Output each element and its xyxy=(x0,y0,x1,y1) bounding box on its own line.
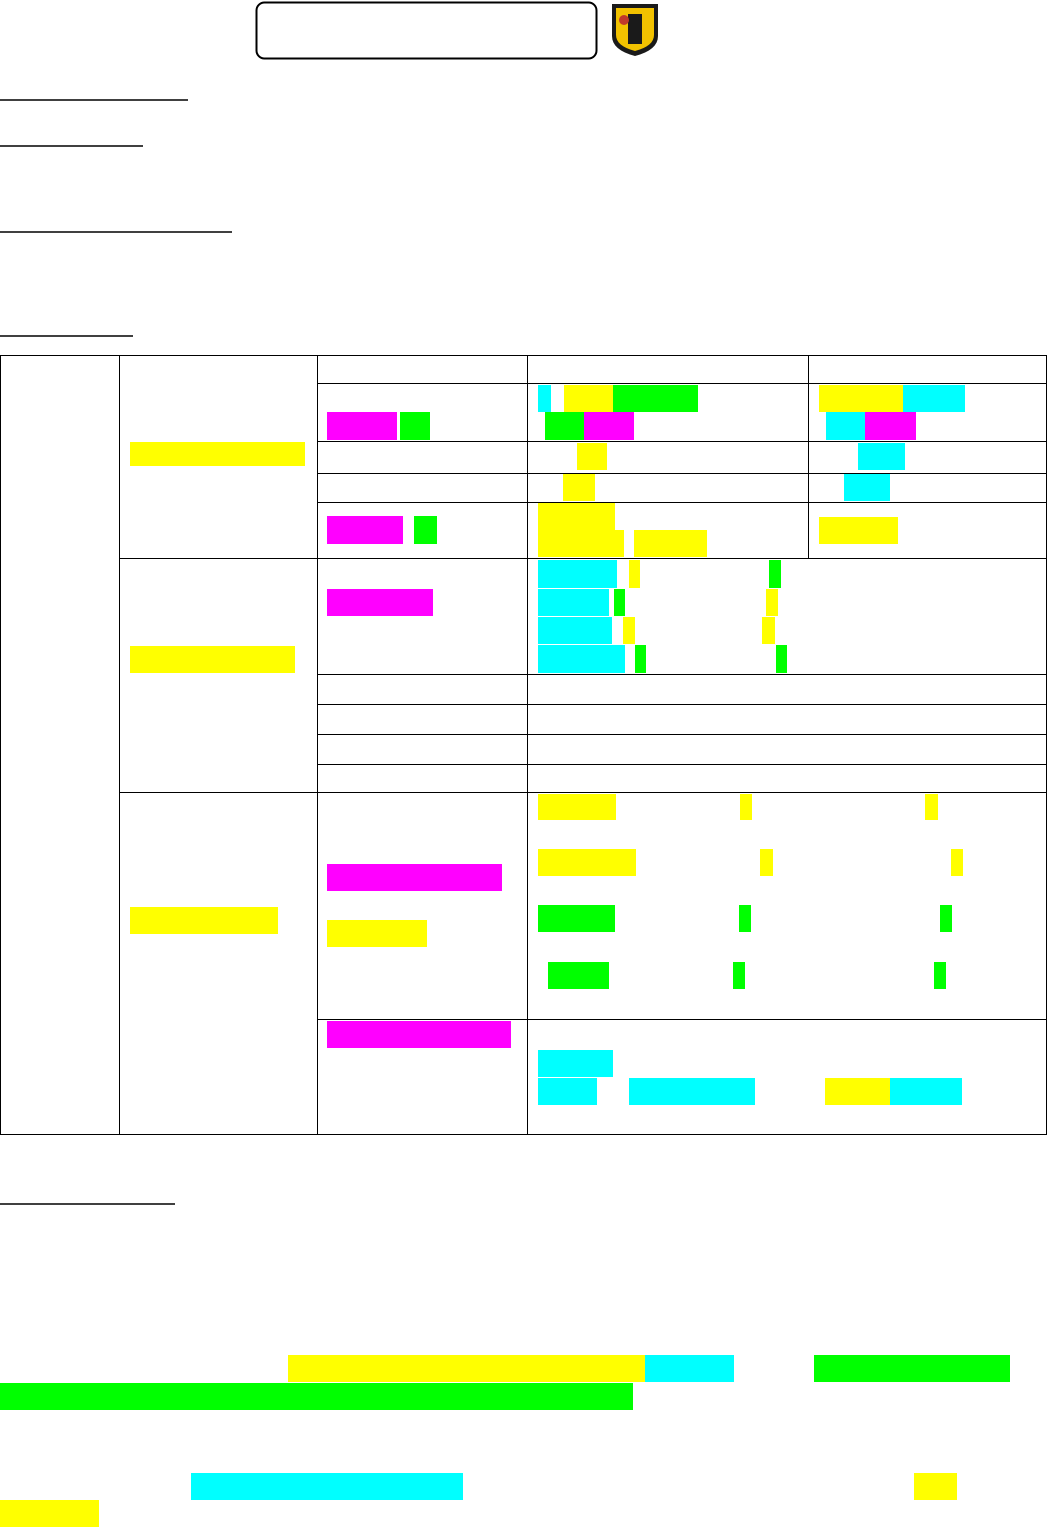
highlight xyxy=(0,1383,633,1410)
highlight xyxy=(914,1473,957,1500)
highlight xyxy=(538,905,615,932)
highlight xyxy=(760,849,773,876)
highlight xyxy=(327,516,403,544)
highlight xyxy=(629,1078,755,1105)
highlight xyxy=(327,1021,511,1048)
heading-underlines xyxy=(0,99,232,1205)
highlight xyxy=(819,517,898,544)
header-box xyxy=(255,1,598,60)
highlight xyxy=(739,905,751,932)
highlight xyxy=(858,443,905,470)
highlight xyxy=(400,412,430,440)
highlight xyxy=(538,794,616,820)
highlight xyxy=(538,385,551,412)
highlight xyxy=(327,412,397,440)
highlight xyxy=(130,442,305,466)
highlight xyxy=(577,443,607,470)
highlight xyxy=(191,1473,463,1500)
highlight xyxy=(934,962,946,989)
highlight xyxy=(844,474,890,501)
logo xyxy=(612,4,658,56)
highlight xyxy=(538,617,612,644)
highlight xyxy=(890,1078,962,1105)
highlight xyxy=(769,560,781,588)
highlight xyxy=(762,617,775,644)
highlight xyxy=(538,1078,597,1105)
highlight xyxy=(538,849,636,876)
table xyxy=(0,355,1047,1135)
highlight xyxy=(538,503,615,530)
highlight xyxy=(288,1355,645,1382)
highlight xyxy=(635,645,646,673)
highlight xyxy=(538,560,617,588)
highlight xyxy=(327,589,433,616)
highlight xyxy=(130,646,295,673)
highlight xyxy=(130,907,278,934)
highlights xyxy=(0,385,1010,1527)
highlight xyxy=(538,1050,613,1077)
highlight xyxy=(613,385,698,412)
highlight xyxy=(327,864,502,891)
highlight xyxy=(327,920,427,947)
highlight xyxy=(563,474,595,501)
highlight xyxy=(414,516,437,544)
highlight xyxy=(634,530,707,557)
highlight xyxy=(740,794,752,820)
highlight xyxy=(538,589,609,616)
highlight xyxy=(645,1355,734,1382)
table-border xyxy=(0,355,1047,1135)
highlight xyxy=(564,385,613,412)
highlight xyxy=(614,589,625,616)
highlight xyxy=(776,645,787,673)
highlight xyxy=(940,905,952,932)
highlight xyxy=(903,385,965,412)
highlight xyxy=(819,385,903,412)
highlight xyxy=(0,1500,99,1527)
highlight xyxy=(545,412,584,440)
highlight xyxy=(733,962,745,989)
highlight xyxy=(538,530,624,557)
highlight xyxy=(814,1355,1010,1382)
highlight xyxy=(865,412,916,440)
highlight xyxy=(766,589,778,616)
highlight xyxy=(826,412,865,440)
highlight xyxy=(538,645,625,673)
highlight xyxy=(951,849,963,876)
highlight xyxy=(925,794,938,820)
highlight xyxy=(548,962,609,989)
highlight xyxy=(825,1078,890,1105)
highlight xyxy=(623,617,635,644)
highlight xyxy=(584,412,634,440)
highlight xyxy=(629,560,640,588)
